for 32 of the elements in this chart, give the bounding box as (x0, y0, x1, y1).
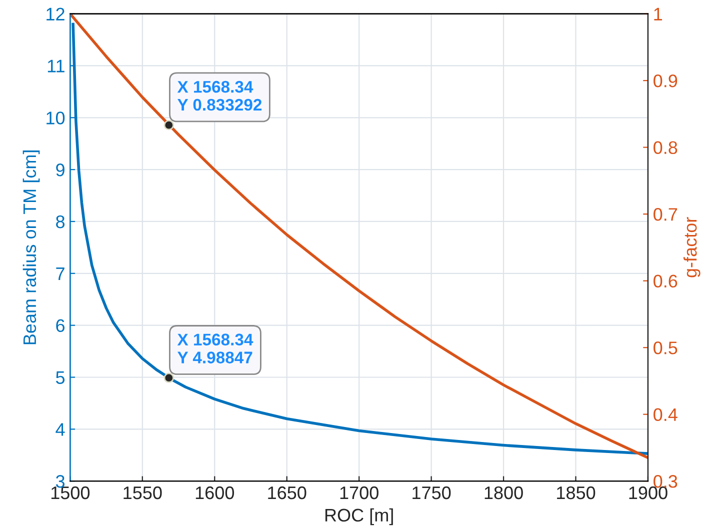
x-tick-label: 1900 (629, 486, 668, 500)
y2-tick-label: 0.9 (654, 74, 678, 88)
y-tick-label: 7 (56, 268, 64, 280)
y-tick-label: 3 (56, 475, 65, 488)
y-tick-label: 4 (56, 423, 65, 436)
y-tick-label: 11 (48, 60, 64, 72)
y2-tick-label: 0.3 (654, 475, 678, 488)
annotation: X 1568.34 Y 4.98847 (177, 334, 254, 364)
y2-tick-label: 0.6 (654, 274, 678, 288)
annotation: X 1568.34 Y 0.833292 (177, 80, 262, 111)
x-tick-label: 1500 (51, 486, 90, 500)
x-tick-label: 1750 (412, 486, 451, 500)
y2-tick-label: 1 (654, 8, 662, 20)
x-tick-label: 1800 (484, 486, 523, 500)
x-tick-label: 1700 (340, 486, 378, 500)
x-tick-label: 1850 (557, 486, 596, 500)
y2-tick-label: 0.4 (654, 408, 678, 422)
y-axis-title: Beam radius on TM [cm] (22, 150, 40, 344)
y-tick-label: 10 (46, 112, 65, 124)
y2-tick-label: 0.5 (654, 342, 678, 354)
x-tick-label: 1550 (124, 486, 162, 500)
y-tick-label: 9 (56, 164, 64, 176)
y2-tick-label: 0.7 (654, 208, 678, 221)
y2-axis-title: g-factor (684, 217, 700, 278)
y-tick-label: 12 (46, 8, 64, 20)
x-axis-title: ROC [m] (325, 508, 393, 526)
x-tick-label: 1650 (268, 486, 306, 500)
x-tick-label: 1600 (196, 486, 234, 500)
y-tick-label: 6 (56, 319, 65, 332)
y-tick-label: 5 (56, 371, 65, 384)
y-tick-label: 8 (56, 215, 65, 228)
y2-tick-label: 0.8 (654, 141, 678, 154)
